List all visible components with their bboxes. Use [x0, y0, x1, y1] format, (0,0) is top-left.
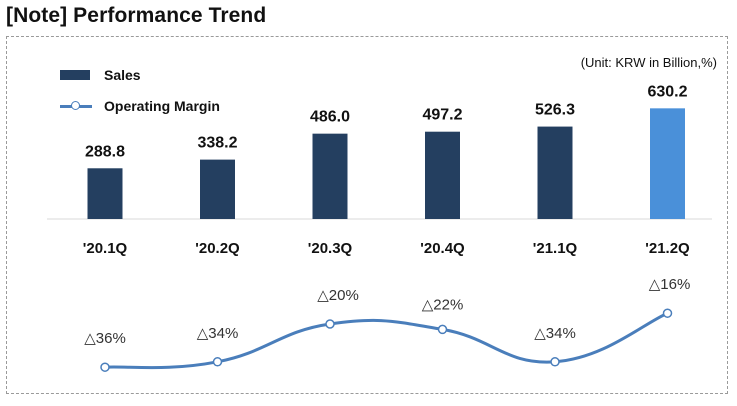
sales-value-label: 338.2	[197, 135, 237, 152]
category-tick-label: '20.2Q	[195, 240, 240, 257]
chart-frame	[6, 36, 728, 394]
operating-margin-label: △34%	[197, 325, 239, 342]
legend-margin: Operating Margin	[60, 98, 220, 114]
operating-margin-label: △16%	[649, 276, 691, 293]
category-tick-label: '20.1Q	[83, 240, 128, 257]
sales-bar	[537, 126, 573, 219]
sales-bar	[425, 131, 460, 219]
operating-margin-point	[662, 308, 673, 318]
operating-margin-point	[550, 357, 560, 367]
operating-margin-point	[437, 324, 448, 335]
sales-value-label: 497.2	[422, 107, 462, 124]
sales-value-label: 526.3	[535, 102, 575, 119]
chart-title: [Note] Performance Trend	[6, 4, 267, 27]
unit-note: (Unit: KRW in Billion,%)	[580, 55, 717, 70]
operating-margin-label: △34%	[534, 325, 576, 342]
operating-margin-point	[212, 357, 223, 367]
sales-bar	[200, 159, 235, 219]
category-tick-label: '20.4Q	[420, 240, 465, 257]
sales-bar	[312, 133, 348, 219]
legend-sales: Sales	[60, 67, 141, 83]
legend-margin-label: Operating Margin	[104, 98, 220, 114]
category-tick-label: '21.2Q	[645, 240, 690, 257]
category-tick-label: '20.3Q	[308, 240, 353, 257]
legend-margin-swatch	[60, 100, 92, 112]
operating-margin-point	[100, 362, 110, 372]
sales-bar	[650, 108, 685, 219]
legend-sales-swatch	[60, 70, 90, 80]
sales-value-label: 630.2	[647, 83, 687, 100]
sales-value-label: 486.0	[310, 109, 350, 126]
operating-margin-line	[104, 311, 669, 370]
operating-margin-label: △36%	[84, 330, 126, 347]
operating-margin-label: △20%	[317, 287, 359, 304]
category-tick-label: '21.1Q	[533, 240, 578, 257]
legend-sales-label: Sales	[104, 67, 141, 83]
operating-margin-point	[325, 319, 335, 329]
operating-margin-label: △22%	[422, 296, 464, 313]
sales-value-label: 288.8	[85, 143, 125, 160]
sales-bar	[87, 168, 123, 219]
